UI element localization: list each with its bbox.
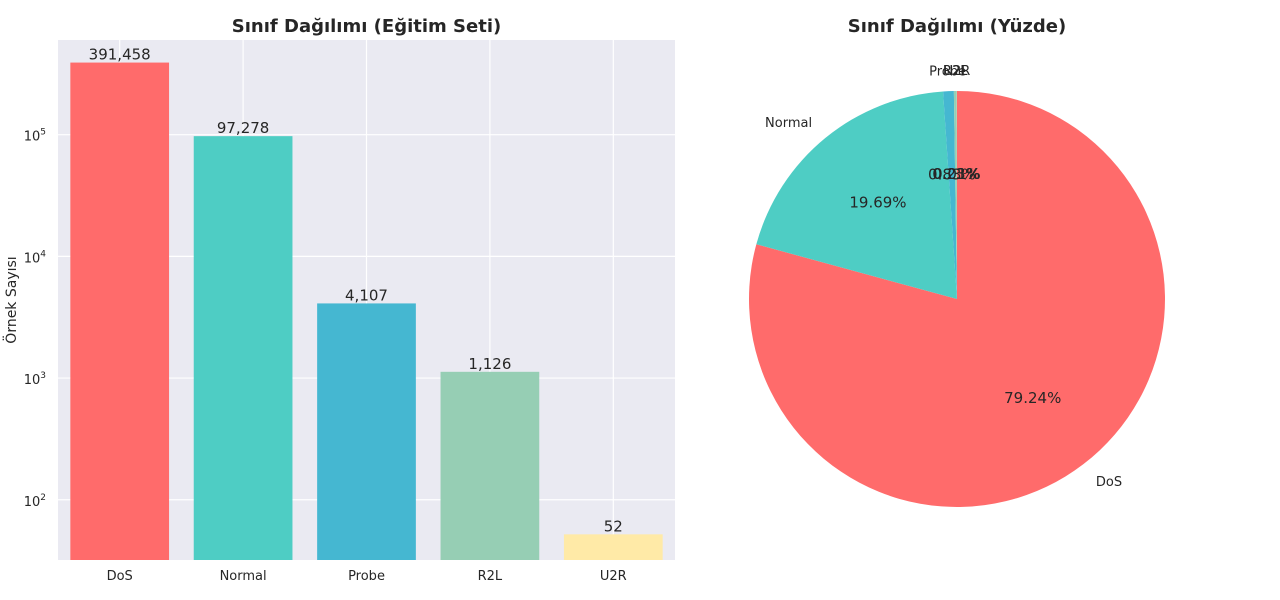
bar-chart-title: Sınıf Dağılımı (Eğitim Seti) xyxy=(232,16,501,37)
bar-value-label: 97,278 xyxy=(217,119,270,137)
bar-value-label: 52 xyxy=(604,517,623,535)
pie-category-label: R2L xyxy=(943,64,968,79)
bar-axis-ticks: 102 103 104 105 DoS Normal Probe R2L U2R xyxy=(24,128,627,584)
pie-category-label: Probe xyxy=(929,64,966,79)
x-tick-label: Probe xyxy=(348,569,385,584)
pie-labels: DoS 79.24% Normal 19.69% Probe 0.83% R2L 0.23% U… xyxy=(765,64,1122,490)
pie-percent-label: 19.69% xyxy=(849,193,906,211)
pie-slice-normal xyxy=(756,91,957,299)
bar-chart-ylabel: Örnek Sayısı xyxy=(2,256,20,343)
pie-chart-title: Sınıf Dağılımı (Yüzde) xyxy=(848,16,1066,37)
x-tick-label: DoS xyxy=(107,569,133,584)
pie-slice-dos xyxy=(748,91,1165,507)
y-tick-label: 102 xyxy=(24,493,46,510)
bar-r2l xyxy=(440,371,540,560)
pie-category-label: Normal xyxy=(765,116,812,131)
x-tick-label: Normal xyxy=(220,569,267,584)
pie-slice-r2l xyxy=(953,91,957,300)
pie-slices xyxy=(748,91,1165,507)
y-tick-label: 105 xyxy=(24,128,46,145)
bar-normal xyxy=(193,136,293,560)
bar-dos xyxy=(70,62,170,561)
bar-u2r xyxy=(563,534,663,560)
pie-slice-probe xyxy=(943,91,957,299)
pie-percent-label: 0.83% xyxy=(928,165,976,183)
bar-chart: 391,458 97,278 4,107 1,126 52 102 103 104 105 Do… xyxy=(2,16,675,584)
pie-category-label: DoS xyxy=(1096,475,1122,490)
pie-category-label: U2R xyxy=(944,64,971,79)
x-tick-label: U2R xyxy=(600,569,627,584)
pie-percent-label: 0.01% xyxy=(933,165,981,183)
y-tick-label: 103 xyxy=(24,371,46,388)
bar-value-label: 4,107 xyxy=(345,286,388,304)
bar-series: 391,458 97,278 4,107 1,126 52 xyxy=(70,46,663,561)
pie-percent-label: 79.24% xyxy=(1004,389,1061,407)
bar-value-label: 1,126 xyxy=(468,355,511,373)
bar-value-label: 391,458 xyxy=(89,46,151,64)
bar-probe xyxy=(317,303,416,560)
pie-percent-label: 0.23% xyxy=(932,165,980,183)
pie-chart: Sınıf Dağılımı (Yüzde) DoS 79.24% Normal 19… xyxy=(748,16,1165,507)
x-tick-label: R2L xyxy=(478,569,503,584)
y-tick-label: 104 xyxy=(24,249,47,266)
